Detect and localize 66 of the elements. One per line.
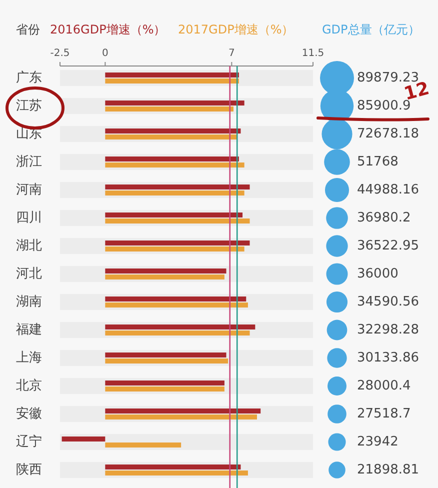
bar xyxy=(105,106,234,112)
bar xyxy=(105,302,248,308)
data-label: 32298.28 xyxy=(357,322,420,338)
text: 2017GDP增速（%） xyxy=(178,22,294,36)
data-label: 27518.7 xyxy=(357,406,411,422)
x-tick-label: 0 xyxy=(102,48,108,59)
y-tick-label: 福建 xyxy=(16,322,42,338)
bar xyxy=(105,134,238,140)
data-label: 34590.56 xyxy=(357,294,420,310)
bar xyxy=(105,156,239,162)
y-tick-label: 上海 xyxy=(16,350,42,366)
text: 2016GDP增速（%） xyxy=(50,22,166,36)
y-axis-title: 省份 xyxy=(16,22,40,36)
y-tick-label: 湖北 xyxy=(16,238,42,254)
bar xyxy=(105,408,261,414)
bar xyxy=(105,358,228,364)
bar xyxy=(105,324,256,330)
bar xyxy=(105,128,241,134)
y-tick-label: 河北 xyxy=(16,266,42,282)
bar xyxy=(105,386,224,392)
bar xyxy=(105,218,250,224)
bar xyxy=(62,436,106,442)
bar xyxy=(105,78,239,84)
data-label: 51768 xyxy=(357,154,398,170)
y-tick-label: 四川 xyxy=(16,210,42,226)
bar xyxy=(105,414,257,420)
x-tick-label: -2.5 xyxy=(50,48,70,59)
data-label: 85900.9 xyxy=(357,98,411,114)
data-label: 30133.86 xyxy=(357,350,420,366)
data-label: 21898.81 xyxy=(357,462,420,478)
data-label: 36000 xyxy=(357,266,398,282)
bar xyxy=(105,442,182,448)
data-label: 44988.16 xyxy=(357,182,420,198)
x-tick-label: 7 xyxy=(228,48,235,59)
bar xyxy=(105,100,244,106)
y-tick-label: 北京 xyxy=(16,378,42,394)
data-label: 36522.95 xyxy=(357,238,420,254)
bar xyxy=(105,190,244,196)
data-label: 72678.18 xyxy=(357,126,420,142)
y-tick-label: 湖南 xyxy=(16,294,42,310)
data-label: 28000.4 xyxy=(357,378,411,394)
y-tick-label: 安徽 xyxy=(16,406,42,422)
x-tick-label: 11.5 xyxy=(302,48,324,59)
bar xyxy=(105,380,224,386)
y-tick-label: 浙江 xyxy=(16,154,42,170)
bar xyxy=(105,212,243,218)
y-tick-label: 陕西 xyxy=(16,462,42,478)
bar xyxy=(105,162,244,168)
text: GDP总量（亿元） xyxy=(322,22,420,36)
y-tick-label: 广东 xyxy=(16,70,42,86)
data-label: 23942 xyxy=(357,434,398,450)
bar xyxy=(105,184,250,190)
bar xyxy=(105,72,239,78)
bar xyxy=(105,464,241,470)
bar xyxy=(105,352,226,358)
y-tick-label: 辽宁 xyxy=(16,434,42,450)
bar xyxy=(105,268,226,274)
bar xyxy=(105,274,224,280)
bar xyxy=(105,240,250,246)
bar xyxy=(105,330,250,336)
bar xyxy=(105,246,244,252)
y-tick-label: 河南 xyxy=(16,182,42,198)
y-tick-label: 江苏 xyxy=(16,98,42,114)
bar xyxy=(105,296,246,302)
bar xyxy=(105,470,248,476)
data-label: 36980.2 xyxy=(357,210,411,226)
